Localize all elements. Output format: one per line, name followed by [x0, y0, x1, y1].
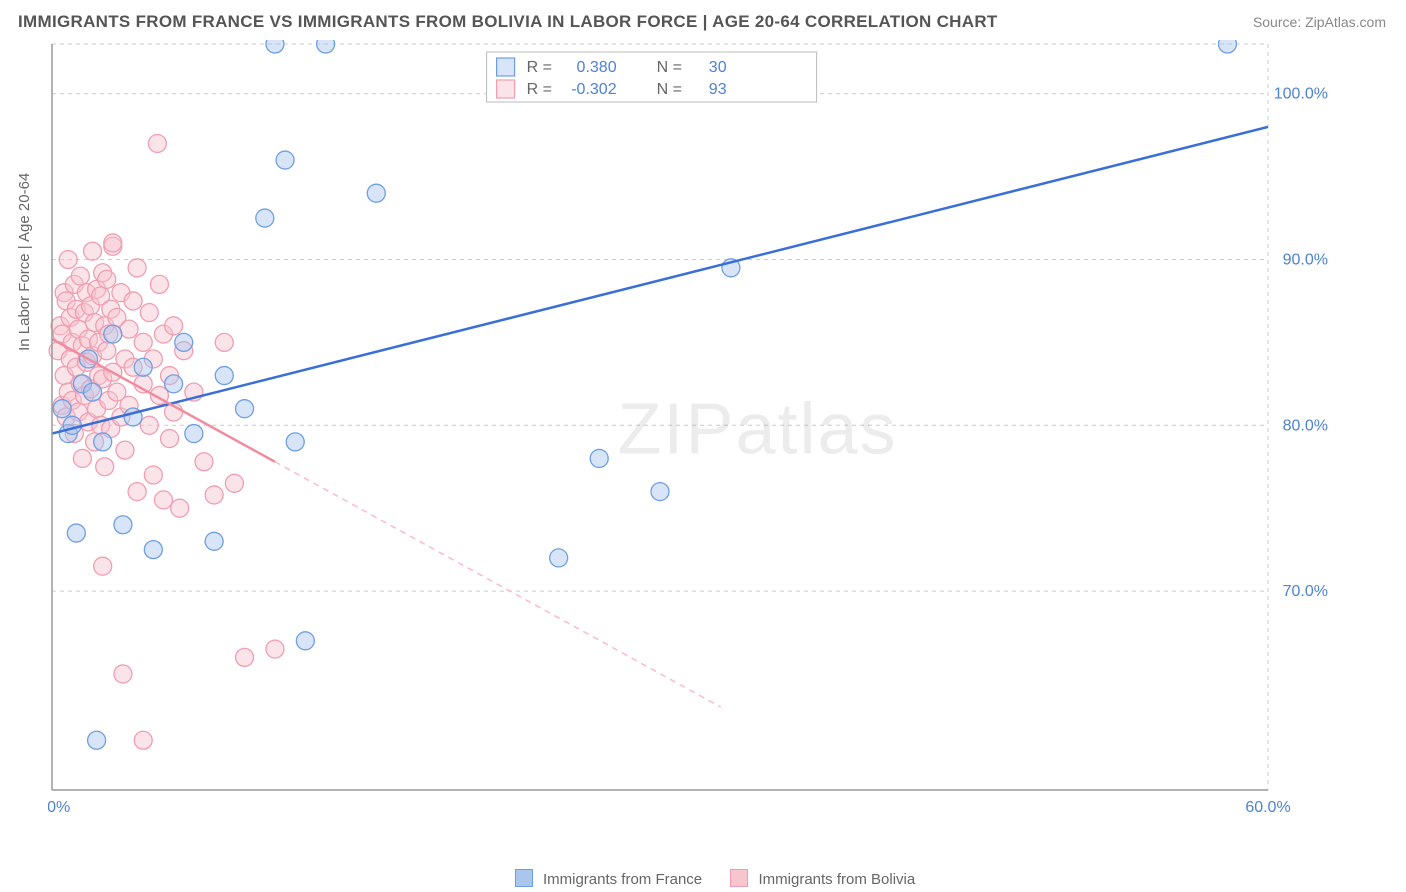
svg-text:100.0%: 100.0%: [1274, 86, 1328, 103]
svg-text:90.0%: 90.0%: [1283, 252, 1328, 269]
svg-text:R =: R =: [527, 59, 552, 76]
svg-text:N =: N =: [657, 59, 682, 76]
svg-text:30: 30: [709, 59, 727, 76]
legend-label-bolivia: Immigrants from Bolivia: [759, 871, 916, 888]
legend-label-france: Immigrants from France: [543, 871, 702, 888]
legend-swatch-france: [515, 869, 533, 887]
svg-text:N =: N =: [657, 81, 682, 98]
svg-text:-0.302: -0.302: [571, 81, 616, 98]
legend-swatch-bolivia: [730, 869, 748, 887]
chart-container: In Labor Force | Age 20-64 ZIPatlas70.0%…: [48, 40, 1388, 840]
chart-title: IMMIGRANTS FROM FRANCE VS IMMIGRANTS FRO…: [18, 12, 998, 32]
bottom-legend: Immigrants from France Immigrants from B…: [0, 869, 1406, 888]
svg-text:0.0%: 0.0%: [48, 799, 70, 816]
svg-text:60.0%: 60.0%: [1245, 799, 1290, 816]
svg-text:R =: R =: [527, 81, 552, 98]
source-attribution: Source: ZipAtlas.com: [1253, 14, 1386, 30]
svg-text:ZIPatlas: ZIPatlas: [617, 389, 897, 469]
svg-text:93: 93: [709, 81, 727, 98]
svg-text:0.380: 0.380: [577, 59, 617, 76]
svg-text:80.0%: 80.0%: [1283, 417, 1328, 434]
svg-text:70.0%: 70.0%: [1283, 583, 1328, 600]
scatter-plot: ZIPatlas 70.0% 80.0% 90.0% 100.0% 0.0% 60.0% R …: [48, 40, 1338, 820]
y-axis-label: In Labor Force | Age 20-64: [16, 173, 33, 351]
